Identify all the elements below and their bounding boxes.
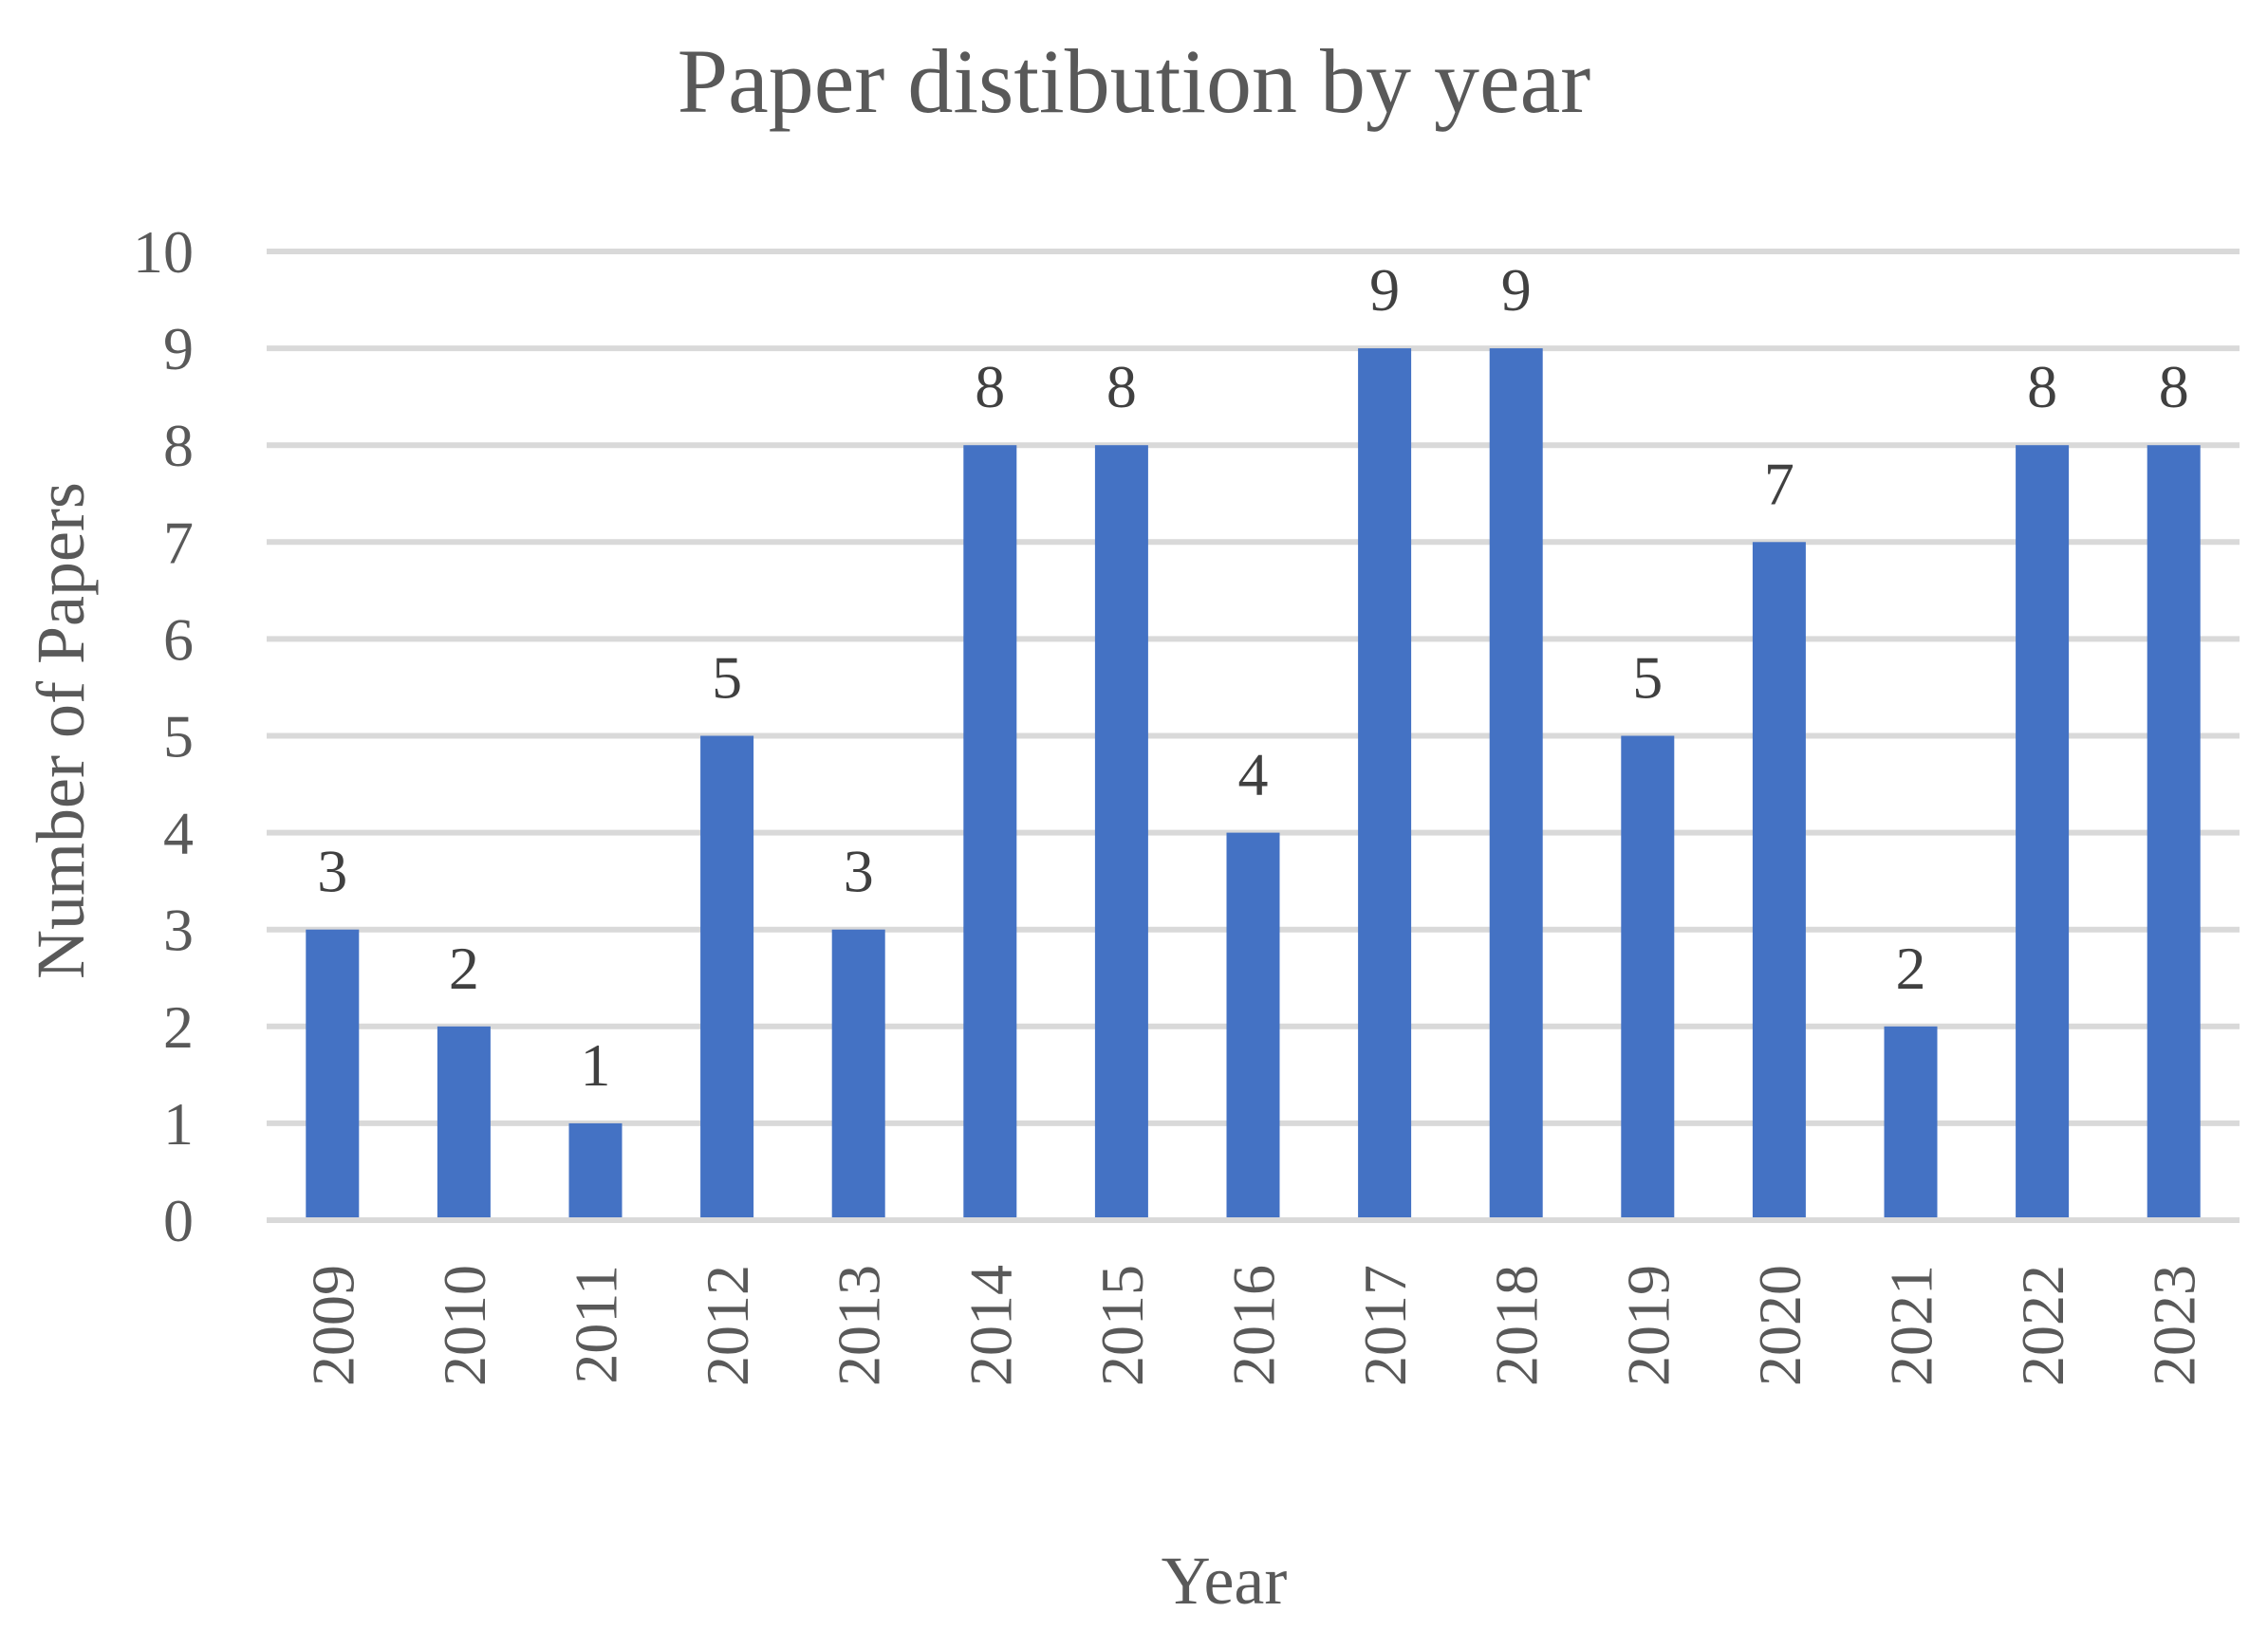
data-label-2012: 5	[712, 644, 742, 712]
y-tick-label: 9	[163, 315, 194, 382]
x-tick-label: 2022	[2009, 1265, 2076, 1386]
x-tick-label: 2010	[431, 1265, 498, 1386]
bar-2009	[306, 929, 360, 1220]
x-tick-label: 2014	[957, 1265, 1024, 1386]
y-tick-label: 5	[163, 703, 194, 770]
data-label-2009: 3	[317, 838, 347, 905]
y-tick-label: 6	[163, 605, 194, 673]
bar-2019	[1621, 735, 1675, 1220]
data-label-2015: 8	[1106, 353, 1137, 420]
bar-2015	[1094, 445, 1148, 1220]
data-label-2016: 4	[1238, 741, 1269, 808]
bar-2012	[700, 735, 754, 1220]
x-tick-label: 2015	[1088, 1265, 1156, 1386]
x-tick-label: 2018	[1483, 1265, 1551, 1386]
bars	[306, 348, 2201, 1221]
y-tick-label: 10	[133, 218, 194, 286]
y-axis-ticks: 0 1 2 3 4 5 6 7 8 9 10	[133, 218, 194, 1254]
bar-2017	[1358, 348, 1412, 1221]
y-tick-label: 8	[163, 412, 194, 479]
data-label-2022: 8	[2027, 353, 2057, 420]
data-label-2019: 5	[1632, 644, 1663, 712]
x-axis-ticks: 2009 2010 2011 2012 2013 2014 2015 2016 2017 2018…	[299, 1265, 2207, 1386]
x-tick-label: 2023	[2141, 1265, 2208, 1386]
data-label-2023: 8	[2159, 353, 2189, 420]
y-axis-title: Number of Papers	[23, 482, 99, 979]
chart-title: Paper distibution by year	[678, 30, 1591, 132]
x-axis-title: Year	[1162, 1543, 1288, 1619]
data-labels: 3 2 1 5 3 8 8 4 9 9 5 7 2 8 8	[317, 256, 2188, 1099]
data-label-2013: 3	[844, 838, 874, 905]
data-label-2020: 7	[1764, 450, 1794, 517]
data-label-2021: 2	[1896, 935, 1926, 1002]
bar-2023	[2147, 445, 2201, 1220]
bar-2016	[1226, 832, 1280, 1220]
bar-2011	[568, 1122, 623, 1220]
gridlines	[267, 249, 2240, 1126]
bar-2022	[2016, 445, 2070, 1220]
bar-2013	[831, 929, 885, 1220]
y-tick-label: 0	[163, 1187, 194, 1254]
y-tick-label: 3	[163, 897, 194, 964]
y-tick-label: 2	[163, 993, 194, 1061]
y-tick-label: 4	[163, 800, 194, 867]
bar-2020	[1752, 542, 1806, 1220]
x-tick-label: 2016	[1220, 1265, 1288, 1386]
bar-2018	[1489, 348, 1543, 1221]
data-label-2010: 2	[449, 935, 479, 1002]
x-tick-label: 2013	[826, 1265, 893, 1386]
data-label-2011: 1	[581, 1031, 611, 1099]
bar-2021	[1884, 1026, 1938, 1220]
x-tick-label: 2011	[563, 1265, 630, 1384]
x-tick-label: 2017	[1351, 1265, 1419, 1386]
x-tick-label: 2020	[1746, 1265, 1813, 1386]
x-tick-label: 2021	[1878, 1265, 1945, 1386]
bar-2010	[437, 1026, 491, 1220]
y-tick-label: 7	[163, 509, 194, 576]
data-label-2014: 8	[975, 353, 1005, 420]
data-label-2017: 9	[1369, 256, 1400, 324]
data-label-2018: 9	[1501, 256, 1532, 324]
y-tick-label: 1	[163, 1090, 194, 1158]
x-tick-label: 2019	[1614, 1265, 1682, 1386]
x-tick-label: 2009	[299, 1265, 366, 1386]
bar-2014	[963, 445, 1017, 1220]
x-tick-label: 2012	[694, 1265, 761, 1386]
